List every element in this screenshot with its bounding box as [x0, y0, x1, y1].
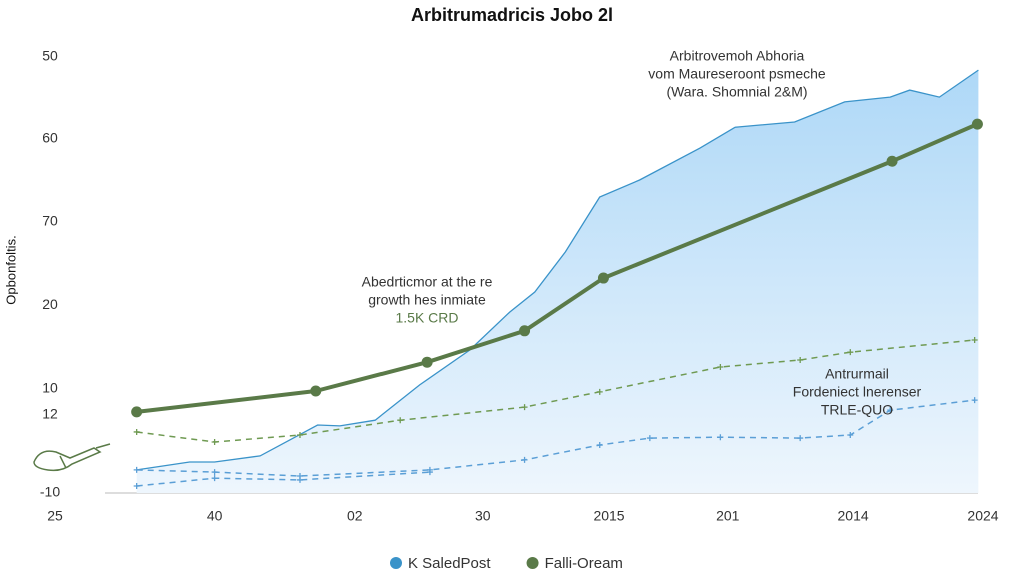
x-tick-label: 2014 [838, 508, 869, 524]
point-marker [847, 432, 854, 439]
annotation: Antrurmail [825, 366, 889, 382]
y-tick-label: 12 [42, 406, 58, 422]
legend-label: K SaledPost [408, 555, 491, 572]
point-marker [717, 363, 724, 370]
annotation: (Wara. Shomnial 2&M) [666, 84, 807, 100]
x-tick-label: 2024 [967, 508, 998, 524]
point-marker [847, 349, 854, 356]
point-marker [971, 118, 983, 130]
decor-icon [33, 443, 111, 472]
x-tick-label: 201 [716, 508, 740, 524]
y-tick-label: 20 [42, 296, 58, 312]
point-marker [797, 435, 804, 442]
annotation: growth hes inmiate [368, 292, 486, 308]
point-marker [596, 442, 603, 449]
point-marker [426, 469, 433, 476]
annotation: Fordeniect lnerenser [793, 384, 922, 400]
dashed-line [136, 339, 975, 443]
annotation: vom Maureseroont psmeche [648, 66, 826, 82]
x-tick-label: 25 [47, 508, 63, 524]
chart-title: Arbitrumadricis Jobo 2l [411, 5, 613, 25]
x-tick-label: 40 [207, 508, 223, 524]
annotation: 1.5K CRD [395, 310, 458, 326]
annotation: TRLE-QUO [821, 402, 893, 418]
area-fill [136, 70, 979, 493]
point-marker [211, 438, 218, 445]
point-marker [131, 406, 143, 418]
point-marker [133, 428, 140, 435]
point-marker [421, 356, 433, 368]
x-tick-label: 30 [475, 508, 491, 524]
y-tick-label: 10 [42, 379, 58, 395]
annotation: Arbitrovemoh Abhoria [670, 48, 805, 64]
point-marker [521, 456, 528, 463]
area-line [136, 69, 979, 471]
point-marker [886, 155, 898, 167]
point-marker [971, 336, 978, 343]
point-marker [597, 272, 609, 284]
legend-marker [526, 557, 539, 569]
point-marker [310, 385, 322, 397]
y-tick-label: -10 [40, 484, 60, 500]
legend-label: Falli-Oream [545, 555, 623, 572]
point-marker [296, 432, 303, 439]
y-axis-label: Opbonfoltis. [3, 235, 18, 304]
y-tick-label: 50 [42, 48, 58, 64]
point-marker [521, 404, 528, 411]
point-marker [887, 407, 894, 414]
point-marker [519, 325, 531, 337]
y-tick-label: 60 [42, 130, 58, 146]
x-tick-label: 2015 [593, 508, 624, 524]
x-tick-label: 02 [347, 508, 363, 524]
legend-marker [390, 557, 402, 569]
annotation: Abedrticmor at the re [362, 274, 493, 290]
point-marker [133, 483, 140, 490]
point-marker [797, 357, 804, 364]
point-marker [397, 417, 404, 424]
point-marker [717, 434, 724, 441]
point-marker [596, 388, 603, 395]
point-marker [646, 435, 653, 442]
point-marker [296, 476, 303, 483]
point-marker [971, 397, 978, 404]
y-tick-label: 70 [42, 213, 58, 229]
point-marker [133, 466, 140, 473]
point-marker [211, 475, 218, 482]
point-marker [211, 469, 218, 476]
